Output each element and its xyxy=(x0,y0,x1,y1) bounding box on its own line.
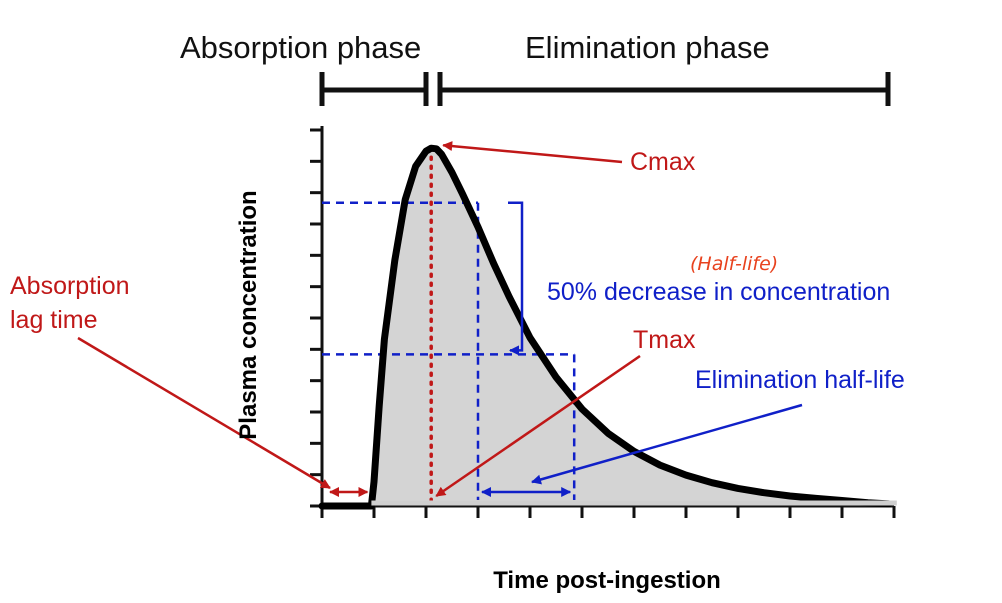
tmax-arrow xyxy=(435,354,641,498)
y-ticks xyxy=(310,128,322,508)
elimination-half-life-pointer-arrow xyxy=(531,403,803,485)
reference-lines xyxy=(322,146,576,504)
phase-bars: Absorption phase Elimination phase xyxy=(180,30,891,106)
series-line-concentration xyxy=(318,144,893,510)
decrease-label: 50% decrease in concentration xyxy=(547,278,890,306)
tmax-label: Tmax xyxy=(633,326,696,354)
elimination-phase-label: Elimination phase xyxy=(525,30,770,65)
absorption-lag-label-line2: lag time xyxy=(10,306,98,334)
x-ticks xyxy=(320,506,896,518)
cmax-arrow xyxy=(442,141,623,164)
lag-time-pointer-arrow xyxy=(77,336,331,490)
elimination-half-life-label: Elimination half-life xyxy=(695,366,905,394)
fifty-percent-bracket-arrow xyxy=(508,201,524,356)
cmax-label: Cmax xyxy=(630,148,696,176)
area-under-curve xyxy=(322,148,889,506)
absorption-lag-label-line1: Absorption xyxy=(10,272,130,300)
x-axis-label: Time post-ingestion xyxy=(493,567,721,594)
annotation-arrows xyxy=(77,141,803,498)
y-axis-label: Plasma concentration xyxy=(235,190,262,439)
half-life-handwritten-note: (Half-life) xyxy=(690,253,778,275)
absorption-phase-label: Absorption phase xyxy=(180,30,421,65)
